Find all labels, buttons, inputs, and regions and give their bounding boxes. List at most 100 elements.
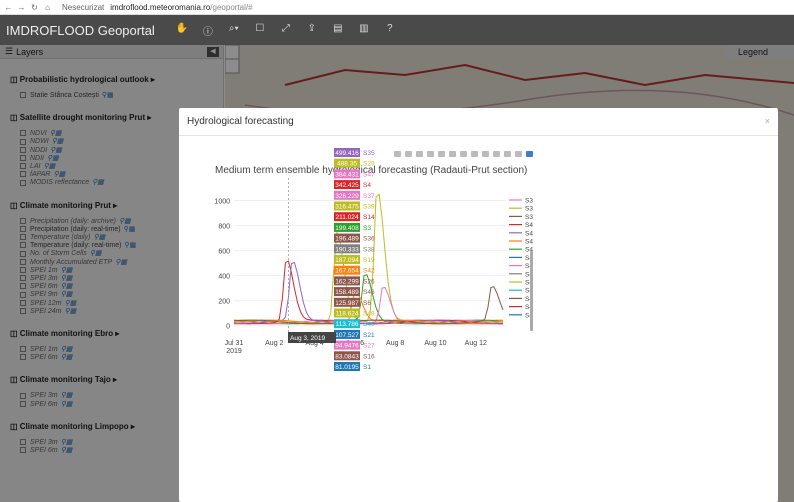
layer-checkbox[interactable] [20, 130, 26, 137]
layer-location-icon[interactable]: ⚲▦ [60, 354, 73, 362]
layer-checkbox[interactable] [20, 163, 26, 170]
layer-location-icon[interactable]: ⚲▦ [64, 307, 77, 315]
layer-location-icon[interactable]: ⚲▦ [60, 275, 73, 282]
layer-checkbox[interactable] [20, 92, 26, 99]
layer-checkbox[interactable] [20, 146, 26, 153]
layer-location-icon[interactable]: ⚲▦ [118, 217, 131, 225]
layer-location-icon[interactable]: ⚲▦ [60, 400, 73, 408]
layer-location-icon[interactable]: ⚲▦ [89, 250, 102, 258]
layer-item[interactable]: SPEI 3m ⚲▦ [20, 438, 72, 446]
layer-item[interactable]: Statie Stânca Costești ⚲▦ [20, 91, 114, 99]
layer-location-icon[interactable]: ⚲▦ [47, 154, 59, 162]
forecast-chart[interactable]: Medium term ensemble hydrological foreca… [179, 136, 778, 502]
help-icon[interactable]: ? [387, 23, 393, 34]
close-button[interactable]: × [764, 116, 770, 126]
collapse-panel-button[interactable]: ◀ [207, 47, 219, 57]
layer-group-header[interactable]: ◫ Probabilistic hydrological outlook ▸ [10, 75, 155, 84]
layer-location-icon[interactable]: ⚲▦ [53, 171, 66, 179]
layer-item[interactable]: NDII ⚲▦ [20, 154, 59, 162]
layer-checkbox[interactable] [20, 392, 26, 399]
layer-item[interactable]: SPEI 6m ⚲▦ [20, 353, 72, 361]
layer-location-icon[interactable]: ⚲▦ [60, 266, 73, 274]
layer-checkbox[interactable] [20, 283, 26, 290]
layer-item[interactable]: Monthly Accumulated ETP ⚲▦ [20, 258, 127, 266]
address-bar[interactable]: imdroflood.meteoromania.ro/geoportal/# [110, 3, 252, 12]
zoom-search-icon[interactable]: ⌕▾ [228, 23, 239, 34]
layer-checkbox[interactable] [20, 250, 26, 257]
layer-item[interactable]: fAPAR ⚲▦ [20, 170, 65, 178]
layer-location-icon[interactable]: ⚲▦ [123, 225, 136, 233]
layer-checkbox[interactable] [20, 438, 26, 445]
layer-item[interactable]: Precipitation (daily: real-time) ⚲▦ [20, 225, 135, 233]
forward-icon[interactable]: → [17, 2, 26, 12]
legend-panel-header[interactable]: Legend [724, 45, 794, 59]
layer-checkbox[interactable] [20, 307, 26, 314]
layer-checkbox[interactable] [20, 299, 26, 306]
layer-checkbox[interactable] [20, 354, 26, 361]
layer-checkbox[interactable] [20, 291, 26, 298]
layer-item[interactable]: No. of Storm Cells ⚲▦ [20, 249, 102, 257]
layer-item[interactable]: SPEI 6m ⚲▦ [20, 446, 72, 454]
layer-location-icon[interactable]: ⚲▦ [101, 92, 114, 99]
layer-checkbox[interactable] [20, 179, 26, 186]
layer-item[interactable]: SPEI 6m ⚲▦ [20, 400, 72, 408]
layer-checkbox[interactable] [20, 217, 26, 224]
layer-item[interactable]: NDWI ⚲▦ [20, 137, 63, 145]
layer-checkbox[interactable] [20, 447, 26, 454]
home-icon[interactable]: ⌂ [45, 2, 50, 12]
layer-location-icon[interactable]: ⚲▦ [60, 447, 73, 454]
layer-checkbox[interactable] [20, 234, 26, 241]
layer-group-header[interactable]: ◫ Climate monitoring Prut ▸ [10, 200, 118, 210]
layer-checkbox[interactable] [20, 258, 26, 265]
layer-item[interactable]: LAI ⚲▦ [20, 162, 55, 170]
layer-item[interactable]: SPEI 3m ⚲▦ [20, 274, 72, 282]
layer-location-icon[interactable]: ⚲▦ [64, 299, 77, 307]
layer-location-icon[interactable]: ⚲▦ [60, 291, 73, 299]
layer-location-icon[interactable]: ⚲▦ [92, 179, 104, 187]
layer-group-header[interactable]: ◫ Climate monitoring Tajo ▸ [10, 375, 117, 385]
layer-item[interactable]: SPEI 9m ⚲▦ [20, 290, 72, 298]
layer-item[interactable]: SPEI 12m ⚲▦ [20, 299, 76, 307]
layer-location-icon[interactable]: ⚲▦ [43, 163, 56, 170]
layer-location-icon[interactable]: ⚲▦ [93, 234, 106, 241]
layer-location-icon[interactable]: ⚲▦ [50, 146, 62, 154]
info-icon[interactable]: ⓘ [202, 27, 213, 38]
upload-icon[interactable]: ⇪ [307, 23, 317, 34]
reload-icon[interactable]: ↻ [31, 2, 38, 12]
layer-checkbox[interactable] [20, 242, 26, 249]
layer-item[interactable]: Precipitation (daily: archive) ⚲▦ [20, 217, 131, 225]
chart-icon[interactable]: ▥ [359, 23, 369, 34]
layer-location-icon[interactable]: ⚲▦ [115, 258, 127, 266]
layer-checkbox[interactable] [20, 346, 26, 353]
layer-group-header[interactable]: ◫ Climate monitoring Limpopo ▸ [10, 421, 135, 431]
layer-checkbox[interactable] [20, 400, 26, 407]
layer-item[interactable]: Temperature (daily: real-time) ⚲▦ [20, 241, 136, 249]
layer-group-header[interactable]: ◫ Satellite drought monitoring Prut ▸ [10, 113, 152, 123]
layer-checkbox[interactable] [20, 171, 26, 178]
layer-location-icon[interactable]: ⚲▦ [60, 392, 73, 400]
layer-item[interactable]: SPEI 1m ⚲▦ [20, 266, 72, 274]
layer-checkbox[interactable] [20, 225, 26, 232]
layer-item[interactable]: SPEI 6m ⚲▦ [20, 282, 72, 290]
pan-icon[interactable]: ✋ [175, 23, 189, 34]
layer-group-header[interactable]: ◫ Climate monitoring Ebro ▸ [10, 329, 120, 338]
layer-item[interactable]: SPEI 1m ⚲▦ [20, 345, 72, 353]
layer-item[interactable]: Temperature (daily) ⚲▦ [20, 233, 105, 241]
layer-location-icon[interactable]: ⚲▦ [49, 130, 62, 138]
layer-checkbox[interactable] [20, 266, 26, 273]
layer-checkbox[interactable] [20, 154, 26, 161]
layer-item[interactable]: SPEI 24m ⚲▦ [20, 307, 76, 315]
layer-checkbox[interactable] [20, 138, 26, 145]
select-box-icon[interactable]: ☐ [255, 23, 265, 34]
layer-item[interactable]: SPEI 3m ⚲▦ [20, 391, 72, 399]
layer-item[interactable]: NDDI ⚲▦ [20, 146, 62, 154]
layer-item[interactable]: NDVI ⚲▦ [20, 129, 61, 137]
layer-location-icon[interactable]: ⚲▦ [51, 138, 64, 146]
layer-location-icon[interactable]: ⚲▦ [60, 346, 73, 353]
print-icon[interactable]: ▤ [333, 23, 343, 34]
layer-location-icon[interactable]: ⚲▦ [124, 242, 137, 250]
layer-checkbox[interactable] [20, 275, 26, 282]
layer-location-icon[interactable]: ⚲▦ [60, 283, 73, 291]
layer-item[interactable]: MODIS reflectance ⚲▦ [20, 178, 104, 186]
layer-location-icon[interactable]: ⚲▦ [60, 438, 73, 446]
